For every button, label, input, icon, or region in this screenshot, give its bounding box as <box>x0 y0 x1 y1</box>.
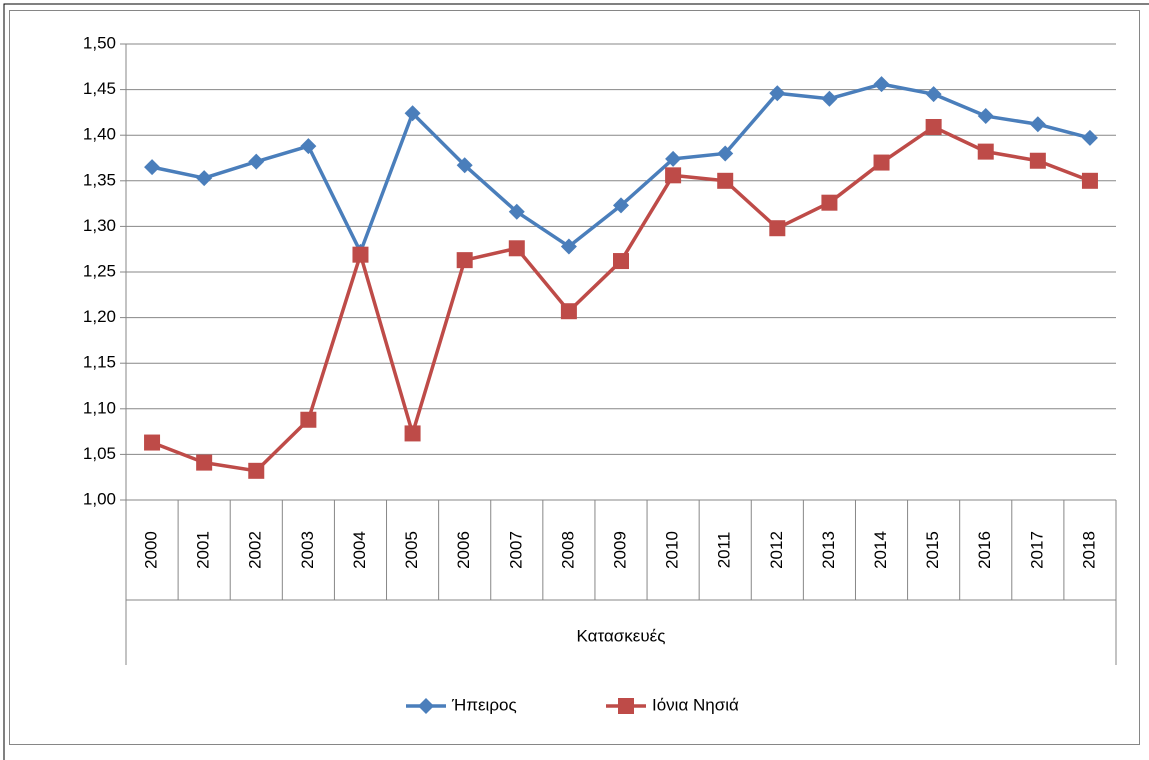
marker <box>613 197 629 214</box>
marker <box>456 252 473 269</box>
marker <box>1029 116 1046 133</box>
x-tick-label: 2011 <box>715 532 734 569</box>
x-tick-label: 2000 <box>142 531 161 569</box>
y-tick-label: 1,05 <box>83 444 116 463</box>
marker <box>248 462 265 479</box>
x-tick-label: 2012 <box>767 531 786 569</box>
y-tick-label: 1,30 <box>83 216 116 235</box>
x-tick-label: 2013 <box>819 531 838 569</box>
marker <box>821 194 838 211</box>
marker <box>300 411 317 428</box>
x-tick-label: 2014 <box>871 531 890 569</box>
x-tick-label: 2005 <box>402 531 421 569</box>
marker <box>977 143 994 160</box>
marker <box>769 220 786 237</box>
legend-marker <box>618 698 634 714</box>
marker <box>613 253 629 270</box>
x-tick-label: 2010 <box>663 531 682 569</box>
x-tick-label: 2004 <box>350 531 369 569</box>
marker <box>196 454 213 471</box>
marker <box>508 240 525 257</box>
marker <box>925 86 942 103</box>
marker <box>1029 152 1046 169</box>
x-tick-label: 2009 <box>610 531 629 569</box>
marker <box>352 246 369 263</box>
x-tick-label: 2018 <box>1079 531 1098 569</box>
x-tick-label: 2016 <box>975 531 994 569</box>
marker <box>873 76 890 93</box>
marker <box>404 425 421 442</box>
x-tick-label: 2007 <box>506 531 525 569</box>
marker <box>456 157 473 174</box>
y-tick-label: 1,40 <box>83 125 116 144</box>
outer-frame <box>3 3 1149 760</box>
marker <box>300 138 317 155</box>
marker <box>665 167 682 184</box>
marker <box>821 90 838 107</box>
x-tick-label: 2008 <box>558 531 577 569</box>
y-tick-label: 1,15 <box>83 353 116 372</box>
y-tick-label: 1,10 <box>83 398 116 417</box>
x-tick-label: 2017 <box>1027 531 1046 569</box>
x-tick-label: 2015 <box>923 531 942 569</box>
marker <box>717 172 734 189</box>
x-tick-label: 2001 <box>194 531 213 569</box>
y-tick-label: 1,00 <box>83 489 116 508</box>
marker <box>196 170 213 187</box>
y-tick-label: 1,20 <box>83 307 116 326</box>
marker <box>1081 129 1098 146</box>
x-tick-label: 2002 <box>246 531 265 569</box>
marker <box>560 303 577 320</box>
y-tick-label: 1,35 <box>83 170 116 189</box>
y-tick-label: 1,45 <box>83 79 116 98</box>
legend-label: Ιόνια Νησιά <box>652 695 739 714</box>
legend-marker <box>418 698 434 714</box>
y-tick-label: 1,50 <box>83 33 116 52</box>
marker <box>717 145 734 162</box>
marker <box>665 150 682 167</box>
marker <box>769 85 786 102</box>
marker <box>144 159 161 176</box>
series-line <box>151 125 1091 473</box>
marker <box>977 108 994 125</box>
x-tick-label: 2006 <box>454 531 473 569</box>
marker <box>925 118 942 135</box>
x-group-label: Κατασκευές <box>577 626 666 645</box>
marker <box>1081 172 1098 189</box>
marker <box>144 434 161 451</box>
marker <box>248 153 265 170</box>
chart-border <box>9 10 1140 745</box>
marker <box>404 105 421 122</box>
y-tick-label: 1,25 <box>83 261 116 280</box>
marker <box>873 154 890 171</box>
legend-label: Ήπειρος <box>451 695 517 714</box>
marker <box>560 238 577 255</box>
marker <box>508 203 525 220</box>
x-tick-label: 2003 <box>298 531 317 569</box>
